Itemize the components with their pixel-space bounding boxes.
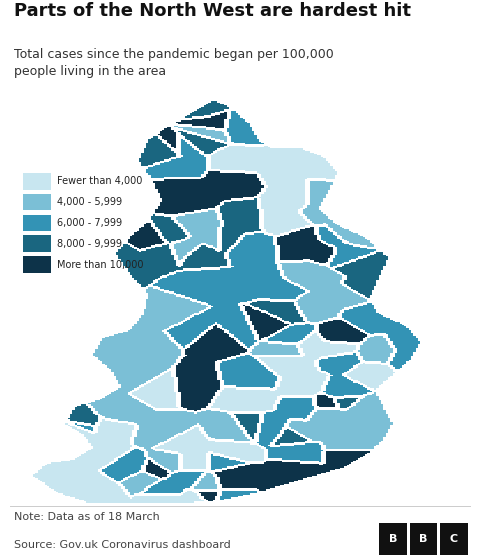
Text: 6,000 - 7,999: 6,000 - 7,999 <box>57 218 122 228</box>
Bar <box>24 256 51 273</box>
Text: B: B <box>389 534 397 544</box>
Bar <box>379 524 407 556</box>
Bar <box>410 524 437 556</box>
Text: 4,000 - 5,999: 4,000 - 5,999 <box>57 197 122 207</box>
Text: C: C <box>450 534 458 544</box>
Text: Parts of the North West are hardest hit: Parts of the North West are hardest hit <box>14 2 411 20</box>
Bar <box>440 524 468 556</box>
Bar <box>24 172 51 189</box>
Bar <box>24 194 51 211</box>
Text: B: B <box>419 534 428 544</box>
Bar <box>24 235 51 253</box>
Text: More than 10,000: More than 10,000 <box>57 260 143 270</box>
Text: Note: Data as of 18 March: Note: Data as of 18 March <box>14 512 160 521</box>
Text: Fewer than 4,000: Fewer than 4,000 <box>57 176 142 186</box>
Text: Source: Gov.uk Coronavirus dashboard: Source: Gov.uk Coronavirus dashboard <box>14 540 231 550</box>
Text: Total cases since the pandemic began per 100,000
people living in the area: Total cases since the pandemic began per… <box>14 48 334 78</box>
Text: 8,000 - 9,999: 8,000 - 9,999 <box>57 239 121 249</box>
Bar <box>24 214 51 231</box>
